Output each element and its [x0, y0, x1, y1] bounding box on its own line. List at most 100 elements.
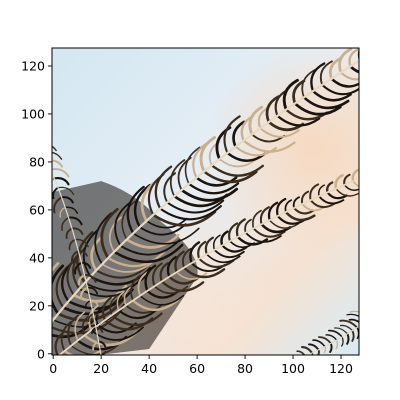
leaflet: [77, 250, 88, 257]
leaflet: [352, 180, 359, 188]
leaflet: [74, 238, 89, 248]
y-tick-label: 120: [21, 58, 45, 73]
leaflet: [57, 186, 75, 196]
leaflet: [110, 312, 163, 327]
leaflet: [67, 216, 83, 226]
y-tick-label: 60: [29, 202, 45, 217]
leaflet: [197, 240, 207, 260]
leaflet: [348, 318, 359, 324]
leaflet: [341, 336, 344, 347]
y-axis: 0 20 40 60 80 100 120: [21, 58, 52, 361]
leaflet: [339, 324, 354, 332]
leaflet: [343, 173, 351, 186]
leaflet: [210, 164, 264, 177]
leaflet: [138, 223, 187, 236]
leaflet: [67, 314, 79, 347]
leaflet: [52, 168, 70, 178]
leaflet: [362, 324, 364, 335]
leaflet: [259, 206, 270, 226]
leaflet: [235, 218, 246, 238]
leaflet: [326, 181, 334, 194]
leaflet: [339, 71, 359, 81]
leaflet: [349, 65, 359, 74]
leaflet: [223, 115, 241, 154]
foliage-shadow: [52, 181, 198, 355]
leaflet: [71, 250, 80, 264]
leaflet: [87, 313, 95, 323]
x-tick-label: 120: [329, 361, 353, 376]
leaflet: [153, 285, 189, 295]
leaflet: [257, 106, 269, 130]
leaflet: [159, 205, 222, 221]
leaflet: [101, 356, 106, 360]
leaflet: [45, 170, 50, 182]
leaflet: [318, 195, 345, 205]
palm-photo: [45, 48, 364, 360]
leaflet: [343, 184, 359, 191]
leaflet: [357, 48, 359, 61]
leaflet: [184, 146, 201, 185]
leaflet: [302, 96, 350, 110]
leaflet: [139, 294, 185, 306]
leaflet: [119, 239, 181, 256]
leaflet: [151, 210, 217, 227]
leaflet: [132, 227, 200, 245]
leaflet: [102, 296, 112, 322]
leaflet: [114, 202, 131, 247]
leaflet: [70, 227, 84, 235]
leaflet: [174, 250, 185, 274]
leaflet: [90, 235, 104, 272]
leaflet: [309, 183, 320, 202]
leaflet: [242, 139, 296, 153]
leaflet: [121, 200, 136, 241]
frond-rachis: [306, 325, 359, 355]
leaflet: [79, 286, 89, 300]
x-tick-label: 60: [189, 361, 205, 376]
leaflet: [60, 196, 74, 204]
leaflet: [301, 190, 310, 205]
leaflet: [311, 352, 314, 355]
leaflet: [86, 286, 99, 295]
x-tick-label: 40: [141, 361, 157, 376]
leaflet: [221, 244, 248, 253]
leaflet: [94, 212, 113, 266]
leaflet: [319, 60, 333, 86]
leaflet: [61, 294, 123, 316]
leaflet: [100, 207, 119, 260]
x-tick-label: 80: [237, 361, 253, 376]
leaflet: [65, 227, 73, 240]
leaflet: [125, 233, 180, 249]
leaflet: [248, 105, 264, 136]
leaflet: [292, 196, 300, 209]
leaflet: [109, 294, 118, 316]
leaflet: [52, 145, 57, 152]
leaflet: [296, 350, 306, 355]
leaflet: [327, 329, 343, 338]
leaflet: [182, 247, 192, 269]
leaflet: [218, 158, 257, 168]
leaflet: [308, 343, 320, 351]
leaflet: [228, 222, 239, 243]
leaflet: [348, 48, 359, 68]
leaflet: [53, 177, 70, 186]
leaflet: [95, 326, 104, 333]
leaflet: [244, 231, 282, 243]
frond-rachis: [58, 180, 354, 355]
leaflet: [55, 265, 69, 309]
leaflet: [346, 313, 359, 318]
leaflet: [52, 159, 64, 168]
leaflet: [276, 114, 321, 127]
leaflet: [293, 102, 342, 116]
leaflet: [61, 216, 70, 231]
leaflet: [259, 127, 300, 138]
leaflet: [267, 201, 279, 222]
leaflet: [64, 206, 79, 214]
x-tick-label: 100: [281, 361, 305, 376]
frond-rachis: [52, 171, 102, 355]
leaflet: [159, 262, 169, 283]
leaflet: [92, 313, 100, 319]
leaflet: [145, 217, 188, 229]
leaflet: [312, 339, 326, 348]
leaflet: [116, 290, 125, 312]
